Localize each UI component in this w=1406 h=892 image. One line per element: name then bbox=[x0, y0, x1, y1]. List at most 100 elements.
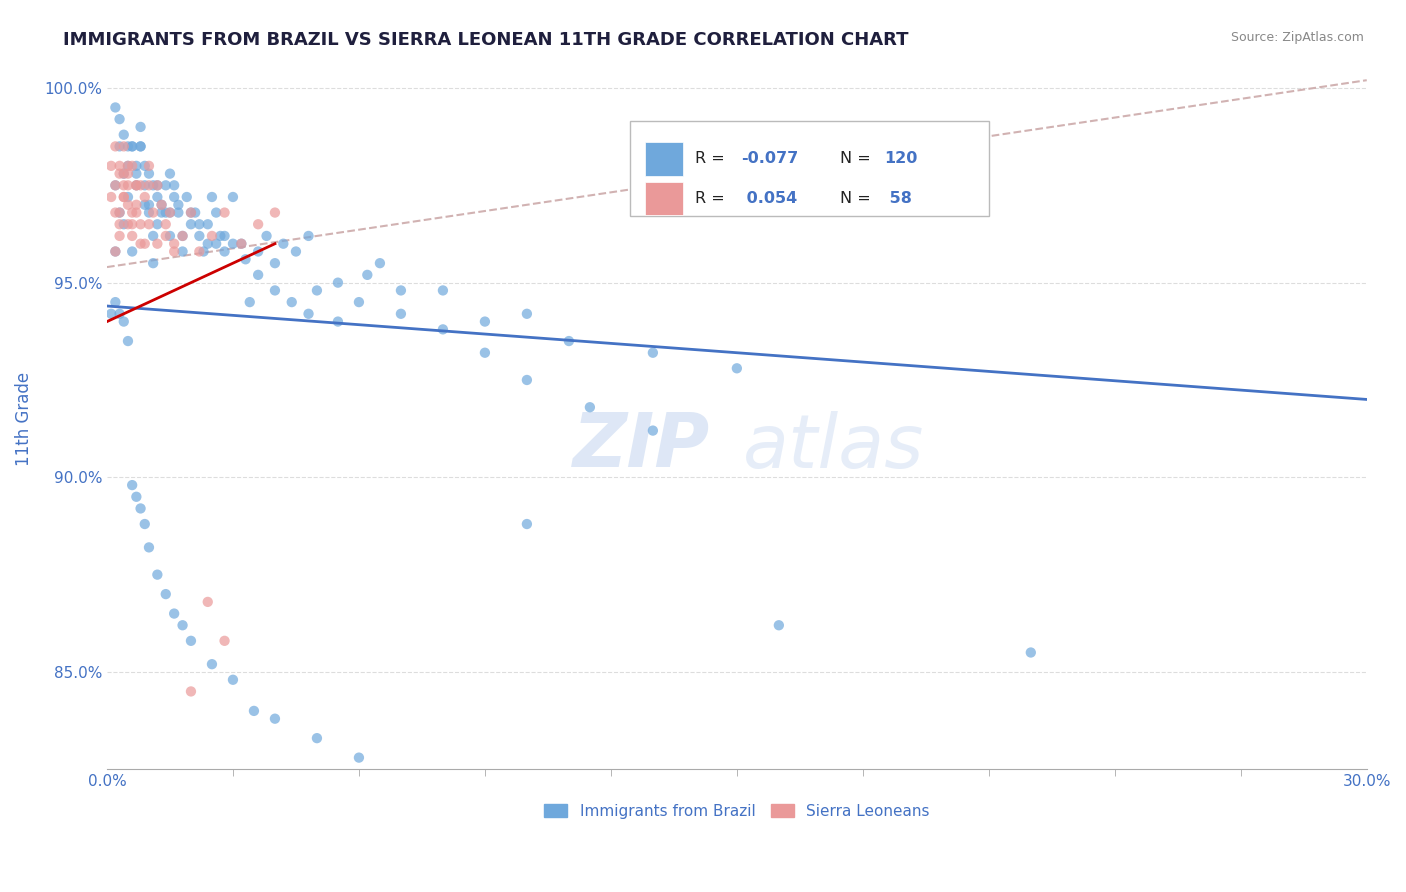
Point bbox=[273, 236, 295, 251]
Point bbox=[134, 159, 156, 173]
Point bbox=[108, 307, 131, 321]
Point bbox=[112, 190, 135, 204]
Point bbox=[112, 167, 135, 181]
Point bbox=[243, 704, 266, 718]
Text: -0.077: -0.077 bbox=[741, 152, 797, 167]
Point bbox=[163, 607, 186, 621]
Point bbox=[150, 198, 173, 212]
Point bbox=[108, 205, 131, 219]
Point bbox=[146, 567, 169, 582]
Point bbox=[188, 244, 211, 259]
Text: Source: ZipAtlas.com: Source: ZipAtlas.com bbox=[1230, 31, 1364, 45]
Point bbox=[155, 228, 177, 243]
Point bbox=[214, 228, 236, 243]
Point bbox=[516, 373, 538, 387]
Point bbox=[117, 159, 139, 173]
Point bbox=[347, 295, 370, 310]
Point bbox=[112, 315, 135, 329]
Point bbox=[516, 516, 538, 531]
Point bbox=[100, 307, 122, 321]
Text: N =: N = bbox=[841, 191, 876, 206]
Point bbox=[768, 618, 790, 632]
Point bbox=[389, 284, 412, 298]
Point bbox=[368, 256, 391, 270]
Point bbox=[108, 217, 131, 231]
Point bbox=[163, 236, 186, 251]
Point bbox=[432, 284, 454, 298]
Point bbox=[104, 178, 127, 193]
Point bbox=[104, 244, 127, 259]
Point bbox=[264, 205, 287, 219]
Point bbox=[305, 284, 328, 298]
Point bbox=[117, 217, 139, 231]
Point bbox=[247, 244, 270, 259]
Point bbox=[247, 217, 270, 231]
Point bbox=[104, 178, 127, 193]
Point bbox=[180, 684, 202, 698]
Point bbox=[138, 205, 160, 219]
Point bbox=[112, 190, 135, 204]
Point bbox=[125, 167, 148, 181]
Point bbox=[117, 167, 139, 181]
Point bbox=[117, 178, 139, 193]
Point bbox=[172, 228, 194, 243]
FancyBboxPatch shape bbox=[630, 121, 988, 216]
Point bbox=[209, 228, 232, 243]
Point bbox=[197, 217, 219, 231]
Point bbox=[129, 139, 152, 153]
Point bbox=[121, 217, 143, 231]
Point bbox=[138, 159, 160, 173]
Point bbox=[474, 345, 496, 359]
Point bbox=[134, 236, 156, 251]
Point bbox=[201, 657, 224, 672]
Text: atlas: atlas bbox=[744, 411, 925, 483]
Point bbox=[117, 190, 139, 204]
Point bbox=[125, 178, 148, 193]
Point bbox=[142, 256, 165, 270]
Text: 58: 58 bbox=[884, 191, 912, 206]
Point bbox=[180, 633, 202, 648]
Point bbox=[214, 633, 236, 648]
Point bbox=[474, 315, 496, 329]
Point bbox=[142, 228, 165, 243]
Point bbox=[129, 217, 152, 231]
Point bbox=[142, 178, 165, 193]
Point bbox=[180, 217, 202, 231]
Point bbox=[125, 490, 148, 504]
Point bbox=[108, 112, 131, 127]
Point bbox=[264, 712, 287, 726]
Point bbox=[129, 139, 152, 153]
Point bbox=[134, 516, 156, 531]
Point bbox=[184, 205, 207, 219]
Point bbox=[432, 774, 454, 789]
Point bbox=[264, 284, 287, 298]
Point bbox=[104, 295, 127, 310]
Point bbox=[104, 205, 127, 219]
Point bbox=[235, 252, 257, 267]
Text: 120: 120 bbox=[884, 152, 918, 167]
Point bbox=[129, 178, 152, 193]
Point bbox=[125, 198, 148, 212]
Point bbox=[172, 244, 194, 259]
Point bbox=[176, 190, 198, 204]
Point bbox=[159, 205, 181, 219]
Point bbox=[389, 307, 412, 321]
Point bbox=[297, 228, 319, 243]
Point bbox=[117, 159, 139, 173]
Point bbox=[188, 217, 211, 231]
Point bbox=[146, 236, 169, 251]
Point bbox=[121, 228, 143, 243]
Point bbox=[112, 217, 135, 231]
Point bbox=[129, 236, 152, 251]
Point bbox=[163, 190, 186, 204]
Point bbox=[280, 295, 302, 310]
Point bbox=[125, 178, 148, 193]
Point bbox=[125, 205, 148, 219]
Point bbox=[150, 198, 173, 212]
Point bbox=[125, 159, 148, 173]
Point bbox=[193, 244, 215, 259]
Point bbox=[641, 345, 664, 359]
Point bbox=[247, 268, 270, 282]
Point bbox=[108, 205, 131, 219]
Point bbox=[214, 244, 236, 259]
